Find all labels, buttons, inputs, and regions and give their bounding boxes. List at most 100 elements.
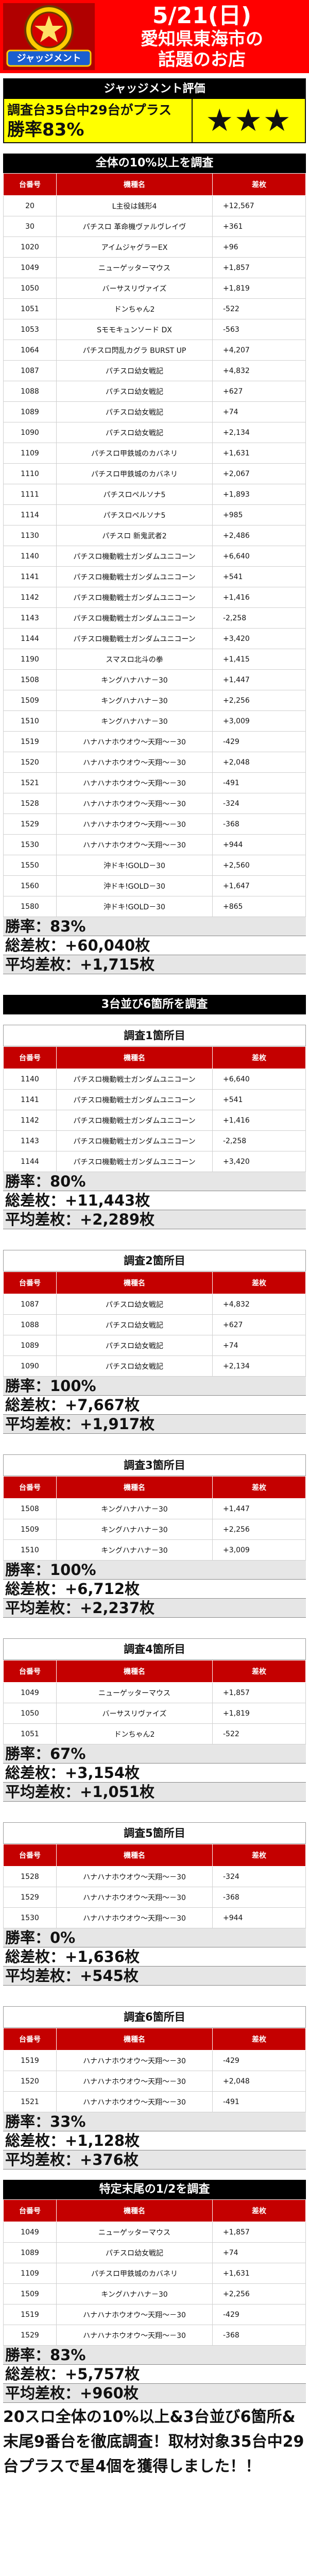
unit-number: 1090 xyxy=(3,1355,57,1377)
header-date: 5/21(日) xyxy=(152,3,252,29)
diff-value: -2,258 xyxy=(212,607,306,629)
diff-value: +1,447 xyxy=(212,669,306,690)
machine-name: パチスロ機動戦士ガンダムユニコーン xyxy=(56,1110,213,1131)
group-table: 台番号 機種名 差枚 1049 ニューゲッターマウス +1,857 1050 バーサスリヴァイ… xyxy=(3,1660,306,1744)
table-row: 1141 パチスロ機動戦士ガンダムユニコーン +541 xyxy=(3,566,306,587)
col-machine: 機種名 xyxy=(56,1272,213,1294)
table-row: 1110 パチスロ甲鉄城のカバネリ +2,067 xyxy=(3,463,306,484)
unit-number: 1053 xyxy=(3,319,57,340)
table-row: 1087 パチスロ幼女戦記 +4,832 xyxy=(3,360,306,381)
evaluation-win-rate: 勝率83% xyxy=(7,120,84,140)
unit-number: 1519 xyxy=(3,2050,57,2071)
table-row: 1140 パチスロ機動戦士ガンダムユニコーン +6,640 xyxy=(3,1069,306,1090)
unit-number: 1088 xyxy=(3,381,57,402)
diff-value: +3,420 xyxy=(212,1151,306,1172)
unit-number: 1050 xyxy=(3,1703,57,1724)
table-row: 1143 パチスロ機動戦士ガンダムユニコーン -2,258 xyxy=(3,607,306,629)
table-row: 1550 沖ドキ!GOLD－30 +2,560 xyxy=(3,855,306,876)
machine-name: ハナハナホウオウ～天翔～－30 xyxy=(56,793,213,814)
header-title-line2: 話題のお店 xyxy=(158,49,246,70)
diff-value: -368 xyxy=(212,1887,306,1908)
group-block: 調査2箇所目 台番号 機種名 差枚 1087 パチスロ幼女戦記 +4,832 1088 パチスロ… xyxy=(3,1250,306,1434)
col-machine: 機種名 xyxy=(56,1476,213,1499)
table-row: 1064 パチスロ閃乱カグラ BURST UP +4,207 xyxy=(3,340,306,361)
machine-name: ハナハナホウオウ～天翔～－30 xyxy=(56,1887,213,1908)
diff-value: +1,647 xyxy=(212,875,306,896)
col-diff: 差枚 xyxy=(212,1660,306,1683)
suffix-table: 台番号 機種名 差枚 1049 ニューゲッターマウス +1,857 1089 パチスロ幼… xyxy=(3,2199,306,2346)
diff-value: -324 xyxy=(212,793,306,814)
table-row: 1090 パチスロ幼女戦記 +2,134 xyxy=(3,422,306,443)
diff-value: -368 xyxy=(212,814,306,835)
diff-value: +2,134 xyxy=(212,1355,306,1377)
unit-number: 1144 xyxy=(3,628,57,649)
table-row: 30 パチスロ 革命機ヴァルヴレイヴ +361 xyxy=(3,216,306,237)
col-machine: 機種名 xyxy=(56,2199,213,2222)
diff-value: -2,258 xyxy=(212,1130,306,1151)
col-machine: 機種名 xyxy=(56,1844,213,1867)
unit-number: 1064 xyxy=(3,340,57,361)
group-table: 台番号 機種名 差枚 1087 パチスロ幼女戦記 +4,832 1088 パチスロ幼女戦記 +6… xyxy=(3,1272,306,1377)
table-row: 1144 パチスロ機動戦士ガンダムユニコーン +3,420 xyxy=(3,628,306,649)
col-machine: 機種名 xyxy=(56,173,213,196)
machine-name: ハナハナホウオウ～天翔～－30 xyxy=(56,752,213,773)
diff-value: +541 xyxy=(212,1089,306,1110)
machine-name: ハナハナホウオウ～天翔～－30 xyxy=(56,2071,213,2092)
table-row: 1521 ハナハナホウオウ～天翔～－30 -491 xyxy=(3,2091,306,2112)
unit-number: 1510 xyxy=(3,1539,57,1561)
table-row: 1053 Sモモキュンソード DX -563 xyxy=(3,319,306,340)
table-row: 1050 バーサスリヴァイズ +1,819 xyxy=(3,278,306,299)
unit-number: 1144 xyxy=(3,1151,57,1172)
average-diff: 平均差枚：+2,237枚 xyxy=(3,1599,306,1618)
unit-number: 1190 xyxy=(3,649,57,670)
section-title: 全体の10%以上を調査 xyxy=(3,154,306,173)
table-row: 1088 パチスロ幼女戦記 +627 xyxy=(3,1314,306,1335)
table-row: 1049 ニューゲッターマウス +1,857 xyxy=(3,257,306,278)
diff-value: +1,416 xyxy=(212,1110,306,1131)
unit-number: 1090 xyxy=(3,422,57,443)
diff-value: -429 xyxy=(212,2050,306,2071)
section-title: 3台並び6箇所を調査 xyxy=(3,995,306,1014)
groups-section: 3台並び6箇所を調査 調査1箇所目 台番号 機種名 差枚 1140 パチスロ機動戦士ガンダ… xyxy=(3,995,306,2170)
diff-value: +4,832 xyxy=(212,360,306,381)
table-row: 1529 ハナハナホウオウ～天翔～－30 -368 xyxy=(3,814,306,835)
table-row: 1051 ドンちゃん2 -522 xyxy=(3,298,306,319)
diff-value: +627 xyxy=(212,1314,306,1335)
machine-name: 沖ドキ!GOLD－30 xyxy=(56,855,213,876)
col-unit: 台番号 xyxy=(3,2028,57,2050)
unit-number: 1508 xyxy=(3,669,57,690)
diff-value: +2,486 xyxy=(212,525,306,546)
unit-number: 1140 xyxy=(3,546,57,567)
table-row: 1510 キングハナハナ－30 +3,009 xyxy=(3,1539,306,1561)
unit-number: 1509 xyxy=(3,690,57,711)
diff-value: -491 xyxy=(212,772,306,793)
diff-value: +3,009 xyxy=(212,710,306,732)
diff-value: -522 xyxy=(212,1723,306,1744)
evaluation-summary: 調査台35台中29台がプラス xyxy=(7,103,172,117)
machine-name: アイムジャグラーEX xyxy=(56,236,213,258)
win-rate: 勝率：83% xyxy=(3,2346,306,2365)
table-row: 1529 ハナハナホウオウ～天翔～－30 -368 xyxy=(3,2325,306,2346)
table-row: 1109 パチスロ甲鉄城のカバネリ +1,631 xyxy=(3,443,306,464)
diff-value: +2,560 xyxy=(212,855,306,876)
diff-value: +1,857 xyxy=(212,1682,306,1703)
diff-value: +2,048 xyxy=(212,2071,306,2092)
group-table: 台番号 機種名 差枚 1140 パチスロ機動戦士ガンダムユニコーン +6,640 1141 パ… xyxy=(3,1046,306,1172)
diff-value: -429 xyxy=(212,731,306,752)
total-diff: 総差枚：+60,040枚 xyxy=(3,936,306,955)
win-rate: 勝率：83% xyxy=(3,917,306,936)
total-diff: 総差枚：+7,667枚 xyxy=(3,1396,306,1415)
unit-number: 1087 xyxy=(3,1294,57,1315)
machine-name: ニューゲッターマウス xyxy=(56,2222,213,2243)
header-banner: ジャッジメント 5/21(日) 愛知県東海市の 話題のお店 xyxy=(0,0,309,73)
machine-name: キングハナハナ－30 xyxy=(56,710,213,732)
unit-number: 1140 xyxy=(3,1069,57,1090)
machine-name: バーサスリヴァイズ xyxy=(56,278,213,299)
table-row: 1144 パチスロ機動戦士ガンダムユニコーン +3,420 xyxy=(3,1151,306,1172)
machine-name: バーサスリヴァイズ xyxy=(56,1703,213,1724)
table-row: 1141 パチスロ機動戦士ガンダムユニコーン +541 xyxy=(3,1089,306,1110)
diff-value: +1,631 xyxy=(212,443,306,464)
unit-number: 1529 xyxy=(3,1887,57,1908)
machine-name: パチスロ甲鉄城のカバネリ xyxy=(56,443,213,464)
win-rate: 勝率：33% xyxy=(3,2112,306,2131)
